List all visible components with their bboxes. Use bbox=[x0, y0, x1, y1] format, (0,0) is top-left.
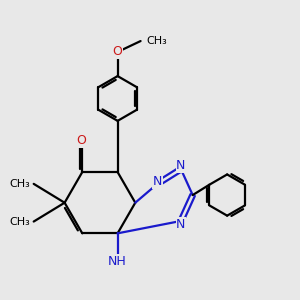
Text: CH₃: CH₃ bbox=[9, 179, 30, 189]
Text: O: O bbox=[76, 134, 86, 147]
Text: CH₃: CH₃ bbox=[146, 36, 166, 46]
Text: N: N bbox=[153, 175, 162, 188]
Text: N: N bbox=[176, 218, 186, 231]
Text: NH: NH bbox=[108, 254, 127, 268]
Text: N: N bbox=[176, 159, 186, 172]
Text: CH₃: CH₃ bbox=[9, 217, 30, 226]
Text: O: O bbox=[113, 46, 122, 59]
